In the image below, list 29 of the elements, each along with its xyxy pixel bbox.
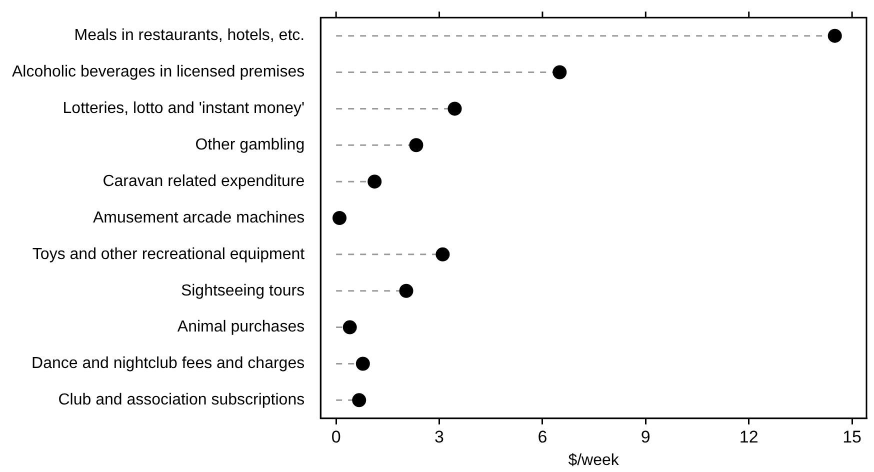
point: [342, 320, 357, 334]
point: [352, 393, 366, 408]
x-tick-label: 3: [434, 427, 444, 446]
point: [552, 65, 567, 80]
y-tick-label: Dance and nightclub fees and charges: [32, 355, 305, 372]
y-tick-label: Sightseeing tours: [180, 282, 305, 300]
y-tick-label: Caravan related expenditure: [102, 172, 305, 190]
x-tick-label: 6: [538, 427, 548, 446]
x-tick-label: 9: [640, 427, 650, 446]
x-tick-label: 12: [739, 427, 758, 446]
x-tick-label: 15: [842, 427, 862, 446]
y-tick-label: Alcoholic beverages in licensed premises: [12, 64, 305, 81]
y-tick-label: Other gambling: [195, 136, 305, 154]
y-tick-label: Animal purchases: [177, 318, 305, 336]
y-tick-label: Club and association subscriptions: [58, 392, 305, 409]
y-tick-label: Meals in restaurants, hotels, etc.: [74, 27, 305, 44]
point: [409, 138, 424, 152]
y-tick-label: Lotteries, lotto and 'instant money': [62, 100, 305, 118]
point: [436, 247, 450, 262]
point: [356, 356, 370, 371]
y-tick-label: Amusement arcade machines: [92, 209, 305, 226]
point: [332, 211, 347, 225]
point: [828, 28, 842, 43]
point: [368, 174, 382, 189]
point: [448, 102, 462, 116]
point: [399, 284, 414, 298]
y-tick-label: Toys and other recreational equipment: [32, 246, 306, 263]
x-tick-label: 0: [331, 427, 341, 446]
x-axis-title: $/week: [568, 452, 620, 469]
